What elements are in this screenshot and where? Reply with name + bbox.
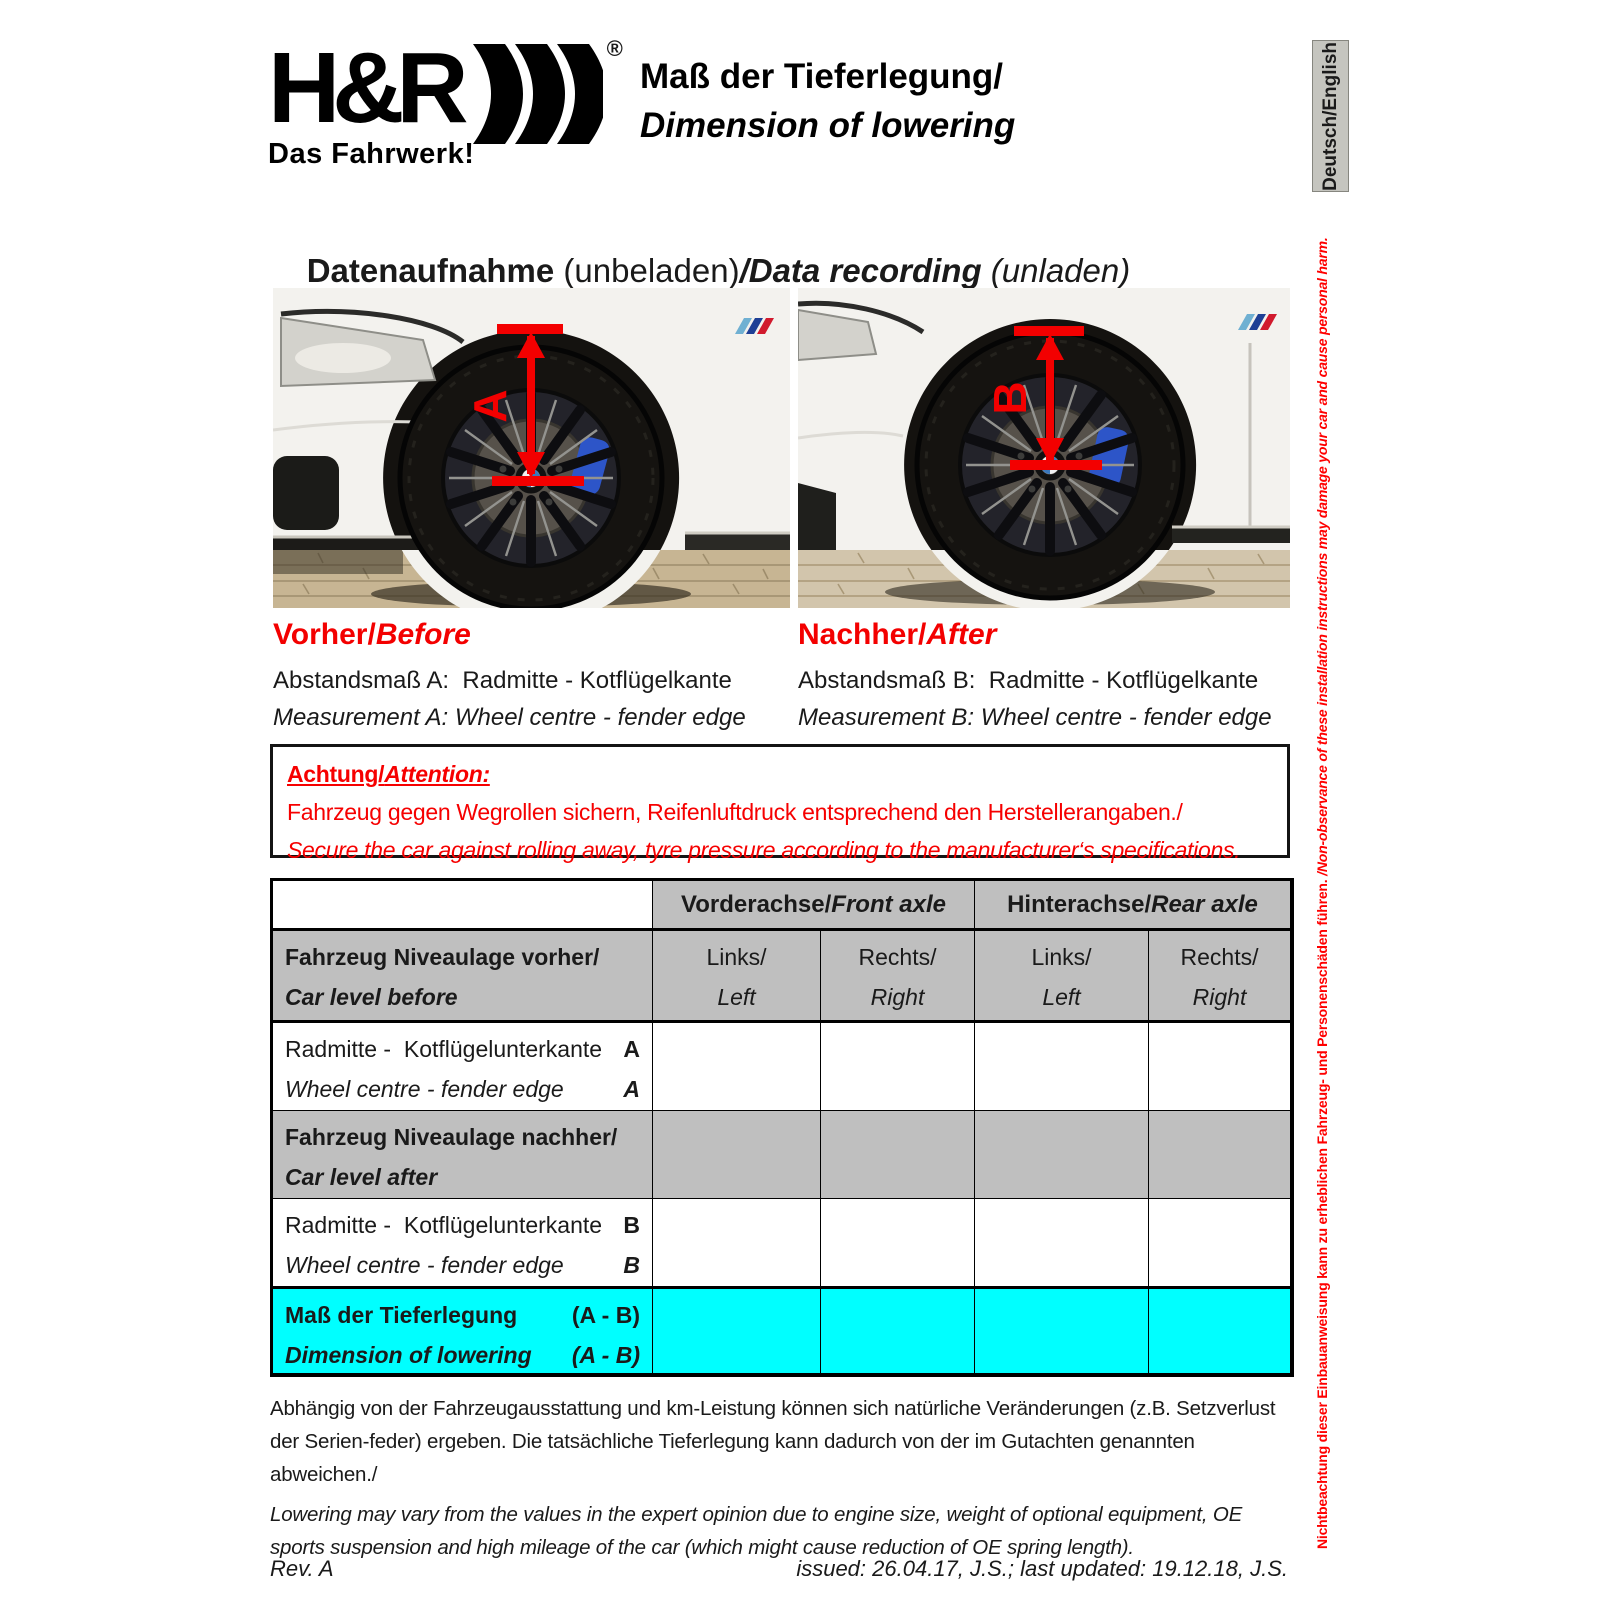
value-cell-b-rear-left bbox=[975, 1199, 1149, 1287]
value-cell-b-front-left bbox=[653, 1199, 821, 1287]
header-front-left: Links/Left bbox=[653, 931, 821, 1023]
wheel-centre-mark bbox=[1010, 460, 1102, 470]
headlight bbox=[798, 308, 878, 362]
m-badge-icon bbox=[1238, 314, 1277, 330]
registered-mark: ® bbox=[606, 36, 623, 61]
measurement-arrow bbox=[1046, 338, 1054, 460]
value-cell-lowering-front-right bbox=[821, 1287, 975, 1374]
car-body bbox=[798, 288, 1290, 608]
row-level-before-label: Fahrzeug Niveaulage vorher/ Car level be… bbox=[273, 931, 653, 1023]
header-rear-left: Links/Left bbox=[975, 931, 1149, 1023]
value-cell-lowering-front-left bbox=[653, 1287, 821, 1374]
photo-after: B bbox=[798, 288, 1290, 608]
header-rear-axle: Hinterachse/Rear axle bbox=[975, 881, 1291, 931]
hr-chevrons-icon bbox=[472, 44, 603, 144]
value-cell-a-rear-left bbox=[975, 1023, 1149, 1111]
header-front-axle: Vorderachse/Front axle bbox=[653, 881, 975, 931]
value-cell-a-front-left bbox=[653, 1023, 821, 1111]
photo-before: A bbox=[273, 288, 790, 608]
row-lowering-label: Maß der Tieferlegung (A - B) Dimension of… bbox=[273, 1287, 653, 1374]
header-rear-right: Rechts/Right bbox=[1149, 931, 1291, 1023]
caption-before-de: Abstandsmaß A: Radmitte - Kotflügelkante bbox=[273, 667, 732, 694]
car-body-details bbox=[798, 300, 1290, 550]
document-title-en: Dimension of lowering bbox=[640, 106, 1016, 145]
measurement-table: Vorderachse/Front axle Hinterachse/Rear … bbox=[270, 878, 1294, 1377]
notes-de: Abhängig von der Fahrzeugausstattung und… bbox=[270, 1397, 1276, 1486]
fender-edge-mark bbox=[497, 324, 563, 334]
caption-before: Vorher/Before Abstandsmaß A: Radmitte - … bbox=[273, 618, 790, 736]
logo-tagline: Das Fahrwerk! bbox=[268, 138, 475, 170]
front-grille bbox=[273, 456, 339, 530]
caption-before-en: Measurement A: Wheel centre - fender edg… bbox=[273, 704, 746, 731]
car-wheel-after-illustration: B bbox=[798, 288, 1290, 608]
value-cell-a-rear-right bbox=[1149, 1023, 1291, 1111]
wheel-centre-mark bbox=[492, 476, 584, 486]
measurement-letter: A bbox=[464, 389, 516, 422]
row-a-label: Radmitte - Kotflügelunterkante A Wheel ce… bbox=[273, 1023, 653, 1111]
value-cell-b-rear-right bbox=[1149, 1199, 1291, 1287]
attention-line-de: Fahrzeug gegen Wegrollen sichern, Reifen… bbox=[287, 799, 1183, 825]
section-heading: Datenaufnahme (unbeladen)/Data recording… bbox=[306, 252, 1131, 289]
spoke-highlights bbox=[966, 384, 1134, 546]
spacer-cell bbox=[821, 1111, 975, 1199]
value-cell-lowering-rear-left bbox=[975, 1287, 1149, 1374]
language-tab: Deutsch/English bbox=[1312, 40, 1349, 192]
value-cell-a-front-right bbox=[821, 1023, 975, 1111]
measurement-annotation-b: B bbox=[984, 326, 1102, 470]
car-body-details bbox=[273, 309, 790, 550]
table-corner-cell bbox=[273, 881, 653, 931]
side-warning-text: Nichtbeachtung dieser Einbauanweisung ka… bbox=[1314, 237, 1330, 1549]
spacer-cell bbox=[1149, 1111, 1291, 1199]
row-b-label: Radmitte - Kotflügelunterkante B Wheel ce… bbox=[273, 1199, 653, 1287]
revision-label: Rev. A bbox=[270, 1556, 334, 1581]
caption-after-de: Abstandsmaß B: Radmitte - Kotflügelkante bbox=[798, 667, 1259, 694]
m-badge-icon bbox=[735, 318, 774, 334]
notes: Abhängig von der Fahrzeugausstattung und… bbox=[270, 1392, 1292, 1564]
document-title: Maß der Tieferlegung/ Dimension of lower… bbox=[640, 52, 1015, 150]
header-front-right: Rechts/Right bbox=[821, 931, 975, 1023]
attention-heading: Achtung/Attention: bbox=[287, 761, 490, 787]
measurement-arrow bbox=[527, 336, 535, 474]
document-title-de: Maß der Tieferlegung/ bbox=[640, 57, 1004, 96]
attention-line-en: Secure the car against rolling away, tyr… bbox=[287, 837, 1241, 863]
hr-logo: H&R ® Das Fahrwerk! bbox=[268, 36, 623, 171]
spacer-cell bbox=[653, 1111, 821, 1199]
measurement-letter: B bbox=[984, 381, 1036, 414]
language-tab-label: Deutsch/English bbox=[1319, 41, 1341, 191]
row-level-after-label: Fahrzeug Niveaulage nachher/ Car level a… bbox=[273, 1111, 653, 1199]
issued-label: issued: 26.04.17, J.S.; last updated: 19… bbox=[796, 1556, 1288, 1581]
document-footer: Rev. A issued: 26.04.17, J.S.; last upda… bbox=[270, 1556, 1288, 1582]
fender-edge-mark bbox=[1014, 326, 1084, 336]
value-cell-lowering-rear-right bbox=[1149, 1287, 1291, 1374]
spoke-highlights bbox=[449, 399, 613, 557]
hr-logo-text: H&R bbox=[268, 32, 469, 144]
value-cell-b-front-right bbox=[821, 1199, 975, 1287]
attention-box: Achtung/Attention: Fahrzeug gegen Wegrol… bbox=[270, 744, 1290, 863]
notes-en: Lowering may vary from the values in the… bbox=[270, 1503, 1243, 1559]
caption-after-en: Measurement B: Wheel centre - fender edg… bbox=[798, 704, 1272, 731]
caption-after: Nachher/After Abstandsmaß B: Radmitte - … bbox=[798, 618, 1315, 736]
measurement-annotation-a: A bbox=[464, 324, 584, 486]
front-bumper-corner bbox=[798, 483, 836, 550]
car-wheel-before-illustration: A bbox=[273, 288, 790, 608]
spacer-cell bbox=[975, 1111, 1149, 1199]
